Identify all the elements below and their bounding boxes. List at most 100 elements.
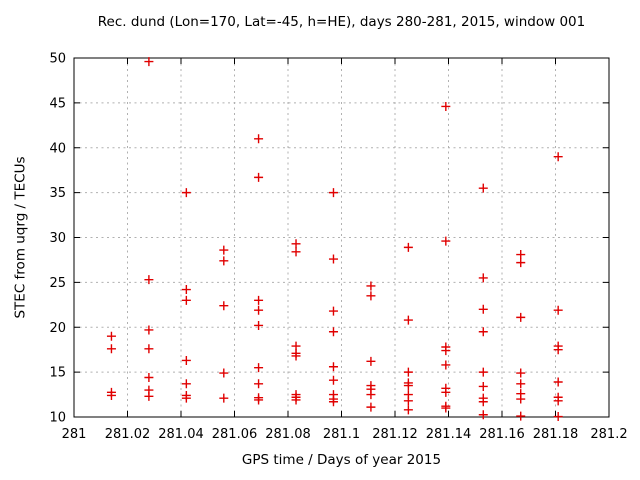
data-point-marker xyxy=(291,239,301,249)
data-point-marker xyxy=(254,320,264,330)
data-point-marker xyxy=(366,291,376,301)
y-tick-label: 50 xyxy=(49,52,66,67)
data-point-marker xyxy=(254,172,264,182)
data-point-marker xyxy=(403,405,413,415)
data-point-marker xyxy=(441,236,451,246)
y-tick-label: 15 xyxy=(49,366,66,381)
x-tick-label: 281.14 xyxy=(426,427,472,442)
data-point-marker xyxy=(254,305,264,315)
x-tick-label: 281.02 xyxy=(105,427,151,442)
data-point-marker xyxy=(328,362,338,372)
data-point-marker xyxy=(441,403,451,413)
data-point-marker xyxy=(219,256,229,266)
x-tick-label: 281.04 xyxy=(158,427,204,442)
data-point-marker xyxy=(328,306,338,316)
data-point-marker xyxy=(516,368,526,378)
data-point-marker xyxy=(181,393,191,403)
data-point-marker xyxy=(553,152,563,162)
data-point-marker xyxy=(516,258,526,268)
data-point-marker xyxy=(144,325,154,335)
data-point-marker xyxy=(254,379,264,389)
y-tick-label: 45 xyxy=(49,96,66,111)
y-tick-label: 40 xyxy=(49,141,66,156)
data-point-marker xyxy=(254,395,264,405)
data-point-marker xyxy=(219,393,229,403)
data-point-marker xyxy=(106,331,116,341)
data-point-marker xyxy=(478,397,488,407)
data-point-marker xyxy=(181,285,191,295)
data-point-marker xyxy=(441,360,451,370)
data-point-marker xyxy=(219,245,229,255)
data-point-marker xyxy=(441,387,451,397)
data-point-marker xyxy=(478,367,488,377)
data-point-marker xyxy=(478,183,488,193)
data-point-marker xyxy=(441,101,451,111)
data-point-marker xyxy=(144,344,154,354)
data-point-marker xyxy=(403,381,413,391)
x-tick-label: 281.1 xyxy=(323,427,360,442)
data-point-marker xyxy=(106,344,116,354)
data-point-marker xyxy=(328,375,338,385)
x-tick-label: 281.08 xyxy=(265,427,311,442)
data-point-marker xyxy=(516,250,526,260)
data-point-marker xyxy=(553,377,563,387)
y-tick-label: 10 xyxy=(49,411,66,426)
y-tick-label: 30 xyxy=(49,231,66,246)
data-point-marker xyxy=(403,367,413,377)
data-point-marker xyxy=(181,379,191,389)
data-point-marker xyxy=(181,355,191,365)
data-point-marker xyxy=(144,373,154,383)
y-tick-label: 25 xyxy=(49,276,66,291)
data-point-marker xyxy=(291,247,301,257)
data-point-marker xyxy=(181,295,191,305)
data-point-marker xyxy=(219,301,229,311)
x-tick-label: 281.18 xyxy=(533,427,579,442)
x-axis-label: GPS time / Days of year 2015 xyxy=(241,452,442,468)
x-tick-label: 281.12 xyxy=(372,427,418,442)
data-point-marker xyxy=(328,188,338,198)
data-point-marker xyxy=(328,397,338,407)
data-point-marker xyxy=(106,390,116,400)
data-point-marker xyxy=(553,396,563,406)
data-point-marker xyxy=(553,345,563,355)
data-point-marker xyxy=(254,134,264,144)
data-point-marker xyxy=(478,381,488,391)
y-tick-label: 35 xyxy=(49,186,66,201)
data-point-marker xyxy=(181,188,191,198)
data-point-marker xyxy=(254,363,264,373)
data-point-marker xyxy=(254,295,264,305)
data-point-marker xyxy=(516,394,526,404)
x-tick-label: 281 xyxy=(62,427,87,442)
grid-lines xyxy=(74,58,609,417)
data-point-marker xyxy=(403,242,413,252)
data-point-marker xyxy=(441,346,451,356)
data-point-marker xyxy=(291,351,301,361)
x-tick-label: 281.16 xyxy=(479,427,525,442)
data-point-marker xyxy=(366,356,376,366)
chart-title: Rec. dund (Lon=170, Lat=-45, h=HE), days… xyxy=(97,14,586,30)
data-point-marker xyxy=(144,57,154,67)
plot-border xyxy=(73,57,610,418)
data-point-marker xyxy=(478,304,488,314)
data-point-marker xyxy=(366,390,376,400)
data-point-marker xyxy=(219,368,229,378)
data-point-marker xyxy=(144,275,154,285)
data-point-marker xyxy=(553,412,563,422)
data-point-marker xyxy=(403,396,413,406)
data-point-marker xyxy=(291,395,301,405)
data-point-marker xyxy=(328,254,338,264)
y-tick-label: 20 xyxy=(49,321,66,336)
data-point-marker xyxy=(366,281,376,291)
data-point-marker xyxy=(403,315,413,325)
data-point-marker xyxy=(366,402,376,412)
x-tick-label: 281.06 xyxy=(212,427,258,442)
y-axis-label: STEC from uqrg / TECUs xyxy=(12,156,29,319)
axis-ticks xyxy=(73,57,610,418)
data-point-marker xyxy=(516,379,526,389)
data-point-marker xyxy=(478,410,488,420)
x-tick-label: 281.2 xyxy=(590,427,627,442)
data-point-marker xyxy=(478,327,488,337)
data-point-marker xyxy=(553,305,563,315)
